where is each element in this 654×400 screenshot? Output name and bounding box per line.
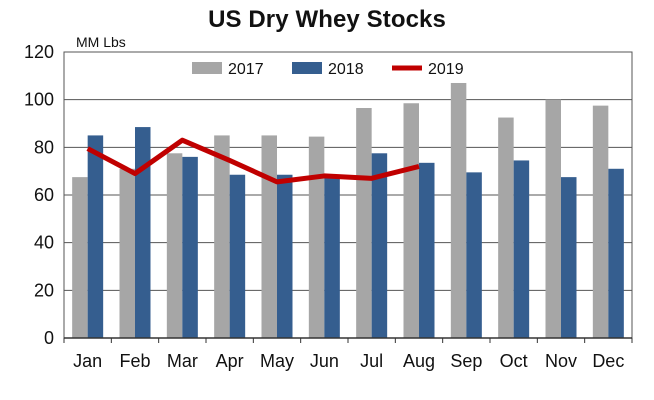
bar-2017-aug [403,103,419,338]
legend-label-2019: 2019 [428,61,464,78]
y-tick-label: 20 [34,280,54,300]
bar-2017-mar [166,153,183,338]
axes [63,51,633,343]
x-tick-label-sep: Sep [450,351,482,371]
bar-2018-mar [182,156,198,338]
x-tick-label-apr: Apr [216,351,244,371]
y-tick-label: 40 [34,233,54,253]
bar-2018-nov [561,177,577,338]
bar-2017-dec [592,105,609,338]
bar-2018-feb [135,127,151,338]
x-tick-label-feb: Feb [119,351,150,371]
bar-2017-nov [545,99,561,339]
x-tick-label-jan: Jan [73,351,102,371]
bar-layer [72,82,624,339]
legend-label-2018: 2018 [328,61,364,78]
x-tick-label-jun: Jun [310,351,339,371]
bar-2017-feb [119,168,135,338]
bar-2018-sep [466,172,482,338]
line-layer [86,137,420,185]
x-tick-label-aug: Aug [403,351,435,371]
bar-2017-apr [214,135,230,338]
y-tick-label: 120 [24,42,54,62]
bar-2018-dec [608,168,624,338]
bar-2018-oct [513,160,530,338]
y-tick-label: 0 [44,328,54,348]
bar-2018-apr [229,174,246,338]
bar-2017-oct [498,117,514,339]
bar-2018-may [277,174,293,338]
legend-label-2017: 2017 [228,61,264,78]
x-tick-label-mar: Mar [167,351,198,371]
x-tick-label-oct: Oct [500,351,528,371]
bar-2018-jan [87,135,104,338]
y-axis-unit-label: MM Lbs [76,34,126,50]
chart-title: US Dry Whey Stocks [208,6,446,33]
x-tick-label-dec: Dec [592,351,624,371]
y-tick-label: 60 [34,185,54,205]
bar-2017-sep [450,82,467,338]
bar-2017-jun [308,136,325,338]
bar-2017-jul [356,108,372,338]
x-tick-label-jul: Jul [360,351,383,371]
legend-swatch-2018 [292,62,322,74]
y-tick-label: 80 [34,137,54,157]
legend: 2017 2018 2019 [192,61,464,78]
x-tick-label-may: May [260,351,294,371]
legend-swatch-2017 [192,62,222,74]
bar-2017-jan [72,177,88,338]
bar-2018-jun [324,175,340,338]
bar-2017-may [261,135,277,338]
bar-2018-aug [419,162,435,338]
series-line-2019 [86,137,420,185]
x-tick-label-nov: Nov [545,351,577,371]
tick-labels: 0 20 40 60 80 100 120 Jan Feb Mar Apr May Jun Jul Aug S… [24,42,624,371]
y-tick-label: 100 [24,90,54,110]
bar-2018-jul [371,153,388,338]
